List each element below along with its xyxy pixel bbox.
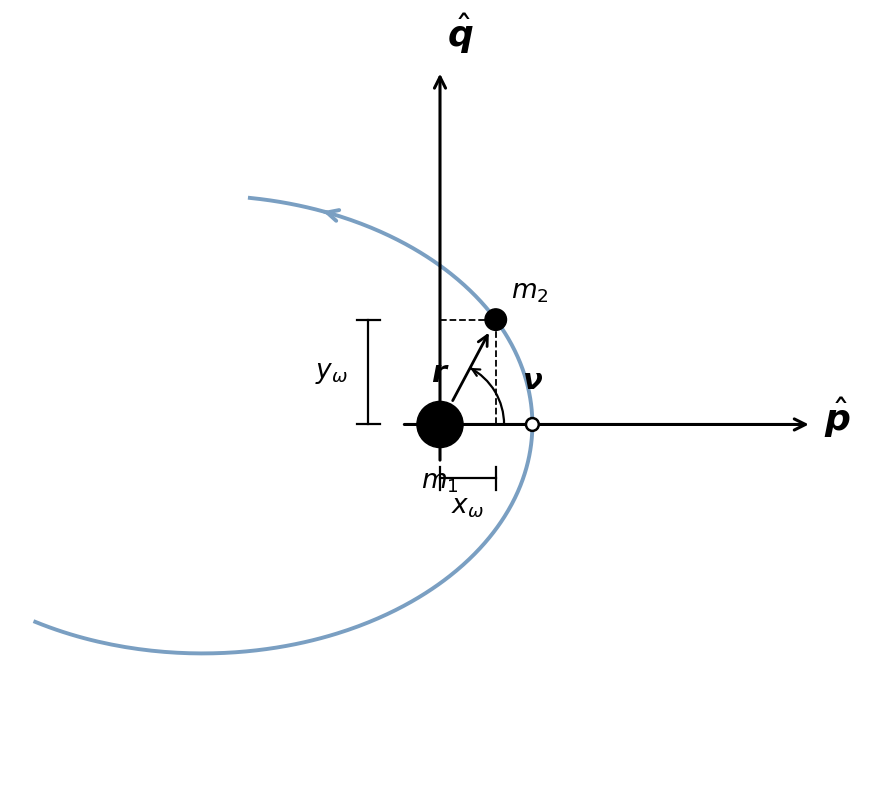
Text: $x_\omega$: $x_\omega$ <box>451 494 484 519</box>
Text: $m_2$: $m_2$ <box>511 280 549 305</box>
Text: $\hat{\boldsymbol{p}}$: $\hat{\boldsymbol{p}}$ <box>825 395 851 439</box>
Circle shape <box>417 402 463 448</box>
Circle shape <box>485 309 507 331</box>
Text: $\hat{\boldsymbol{q}}$: $\hat{\boldsymbol{q}}$ <box>447 12 473 56</box>
Circle shape <box>526 418 539 431</box>
Text: $\boldsymbol{r}$: $\boldsymbol{r}$ <box>431 358 450 389</box>
Text: $y_\omega$: $y_\omega$ <box>315 360 348 385</box>
Text: $\boldsymbol{\nu}$: $\boldsymbol{\nu}$ <box>522 365 543 394</box>
Text: $m_1$: $m_1$ <box>422 470 458 495</box>
